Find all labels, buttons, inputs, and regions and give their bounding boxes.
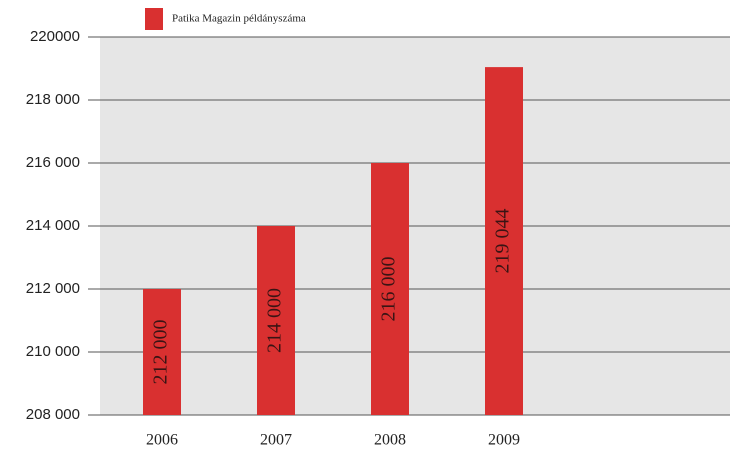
value-label: 216 000 [378, 257, 400, 322]
y-tick-label: 210 000 [26, 343, 80, 360]
y-tick-label: 216 000 [26, 154, 80, 171]
bar [485, 67, 523, 415]
value-label: 212 000 [150, 320, 172, 385]
y-tick-label: 220000 [30, 28, 80, 45]
legend-label: Patika Magazin példányszáma [172, 13, 306, 25]
x-tick-label: 2007 [260, 432, 292, 449]
y-tick-label: 214 000 [26, 217, 80, 234]
x-tick-label: 2006 [146, 432, 178, 449]
y-tick-label: 208 000 [26, 406, 80, 423]
y-tick-label: 212 000 [26, 280, 80, 297]
value-label: 214 000 [264, 288, 286, 353]
bar [143, 289, 181, 415]
value-label: 219 044 [492, 209, 514, 274]
y-tick-label: 218 000 [26, 91, 80, 108]
bar [257, 226, 295, 415]
legend-swatch [145, 8, 163, 30]
x-tick-label: 2009 [488, 432, 520, 449]
x-tick-label: 2008 [374, 432, 406, 449]
bar [371, 163, 409, 415]
